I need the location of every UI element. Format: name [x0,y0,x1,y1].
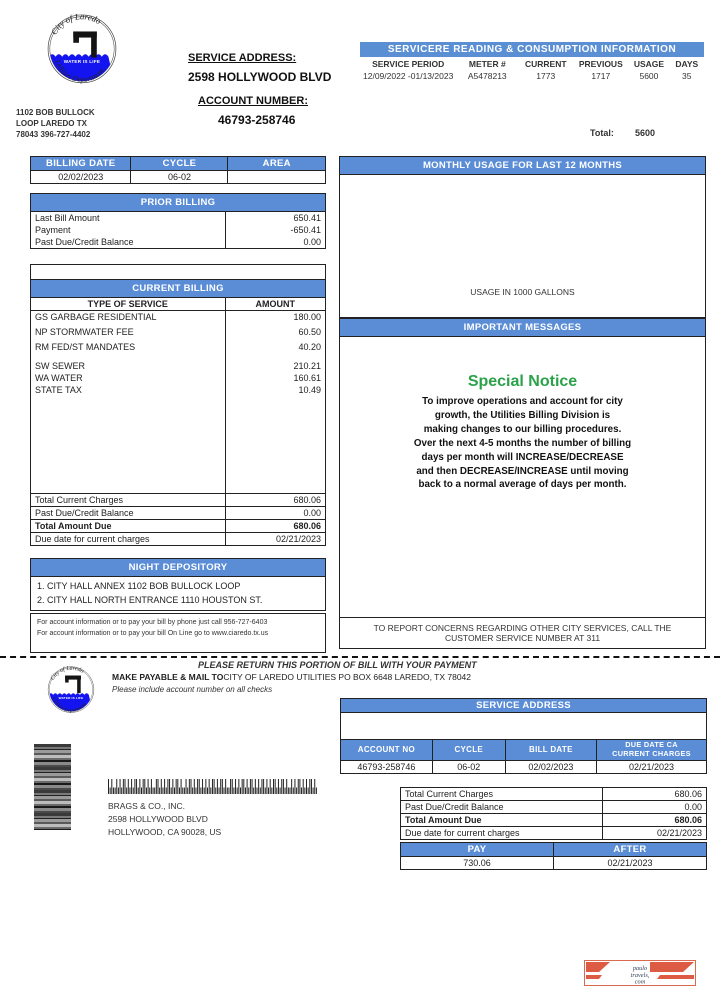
svg-text:com: com [635,979,646,986]
svg-text:paulo: paulo [632,965,647,972]
svg-text:WATER IS LIFE: WATER IS LIFE [64,59,100,64]
svg-text:WATER IS LIFE: WATER IS LIFE [59,696,84,700]
